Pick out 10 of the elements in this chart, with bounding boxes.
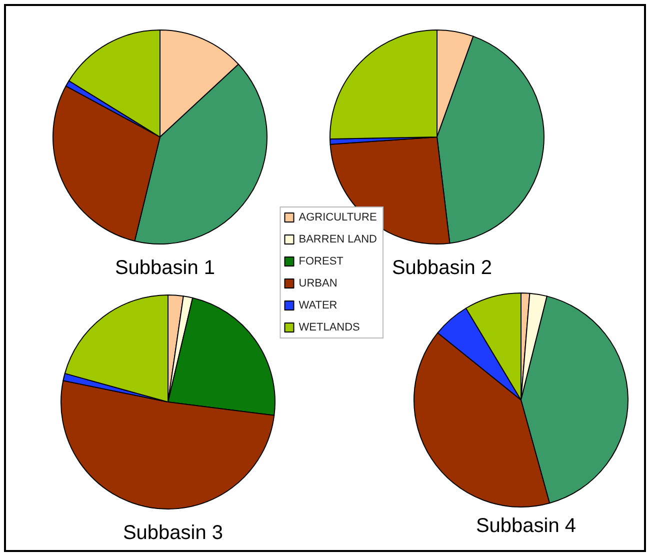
text: Subbasin 2 [392,257,492,279]
legend-label: WATER [298,300,338,312]
legend-label: AGRICULTURE [298,212,377,224]
legend-label: FOREST [298,256,344,268]
text: Subbasin 4 [476,515,576,537]
legend-label: URBAN [298,278,338,290]
legend-label: BARREN LAND [298,234,378,246]
legend-label: WETLANDS [298,322,360,334]
text: Subbasin 3 [122,522,224,544]
text: Subbasin 1 [114,257,216,279]
